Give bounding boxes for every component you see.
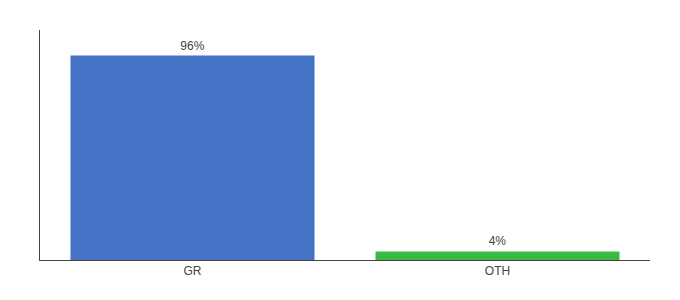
- svg-text:OTH: OTH: [485, 264, 510, 278]
- svg-text:96%: 96%: [180, 39, 204, 53]
- svg-text:GR: GR: [184, 264, 202, 278]
- svg-text:4%: 4%: [489, 234, 507, 248]
